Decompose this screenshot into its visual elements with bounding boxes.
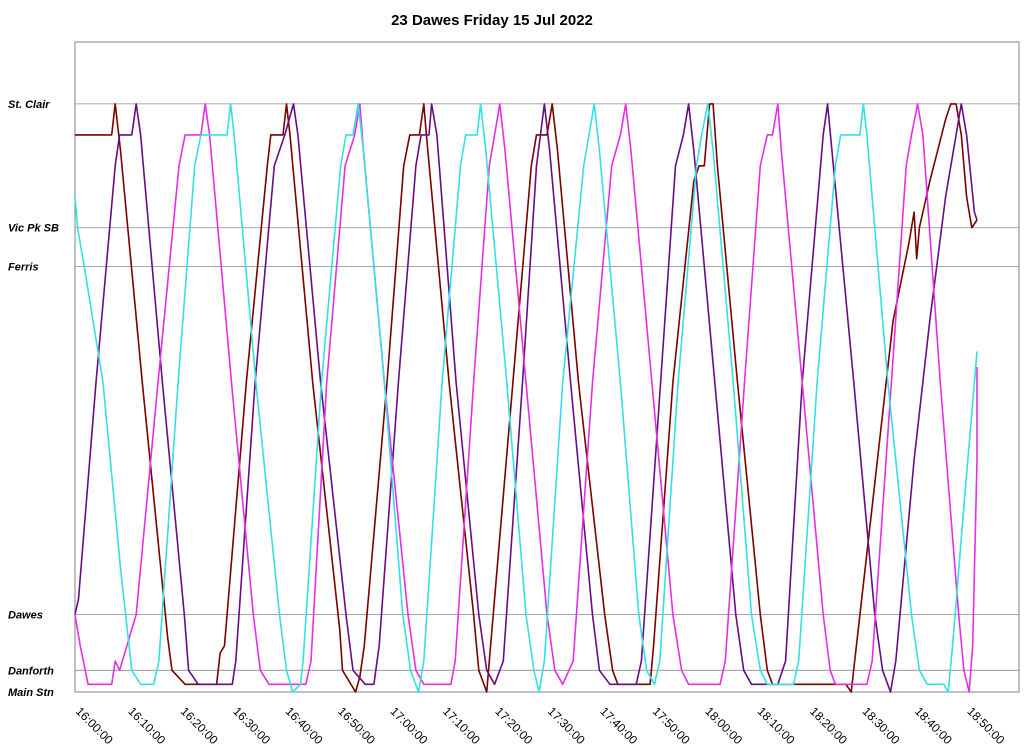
series-layer — [74, 103, 978, 693]
series-line — [74, 103, 978, 693]
x-tick-label: 18:40:00 — [912, 704, 955, 747]
chart-title: 23 Dawes Friday 15 Jul 2022 — [391, 12, 593, 29]
x-tick-label: 17:20:00 — [492, 704, 535, 747]
y-axis-labels: St. Clair Vic Pk SB Ferris Dawes Danforth Mai… — [8, 99, 59, 699]
x-tick-label: 16:00:00 — [73, 704, 116, 747]
y-tick-label: Ferris — [8, 261, 39, 273]
series-line — [74, 103, 978, 693]
x-tick-label: 17:30:00 — [545, 704, 588, 747]
y-tick-label: Dawes — [8, 610, 43, 622]
x-tick-label: 17:50:00 — [650, 704, 693, 747]
series-line — [74, 103, 978, 693]
grid-layer — [75, 103, 1019, 693]
x-tick-label: 17:00:00 — [388, 704, 431, 747]
y-tick-label: Danforth — [8, 665, 54, 677]
x-tick-label: 17:10:00 — [440, 704, 483, 747]
plot-frame — [74, 41, 1020, 693]
x-tick-label: 16:10:00 — [125, 704, 168, 747]
x-tick-label: 16:30:00 — [230, 704, 273, 747]
x-tick-label: 18:00:00 — [702, 704, 745, 747]
x-tick-label: 16:40:00 — [283, 704, 326, 747]
x-tick-label: 16:20:00 — [178, 704, 221, 747]
x-axis-labels: 16:00:00 16:10:00 16:20:00 16:30:00 16:40:00… — [73, 704, 1008, 747]
x-tick-label: 18:20:00 — [807, 704, 850, 747]
x-tick-label: 18:30:00 — [860, 704, 903, 747]
y-tick-label: St. Clair — [8, 99, 50, 111]
y-tick-label: Vic Pk SB — [8, 223, 59, 235]
x-tick-label: 16:50:00 — [335, 704, 378, 747]
y-tick-label: Main Stn — [8, 687, 54, 699]
x-tick-label: 18:10:00 — [755, 704, 798, 747]
x-tick-label: 18:50:00 — [964, 704, 1007, 747]
x-tick-label: 17:40:00 — [597, 704, 640, 747]
series-line — [75, 103, 978, 693]
